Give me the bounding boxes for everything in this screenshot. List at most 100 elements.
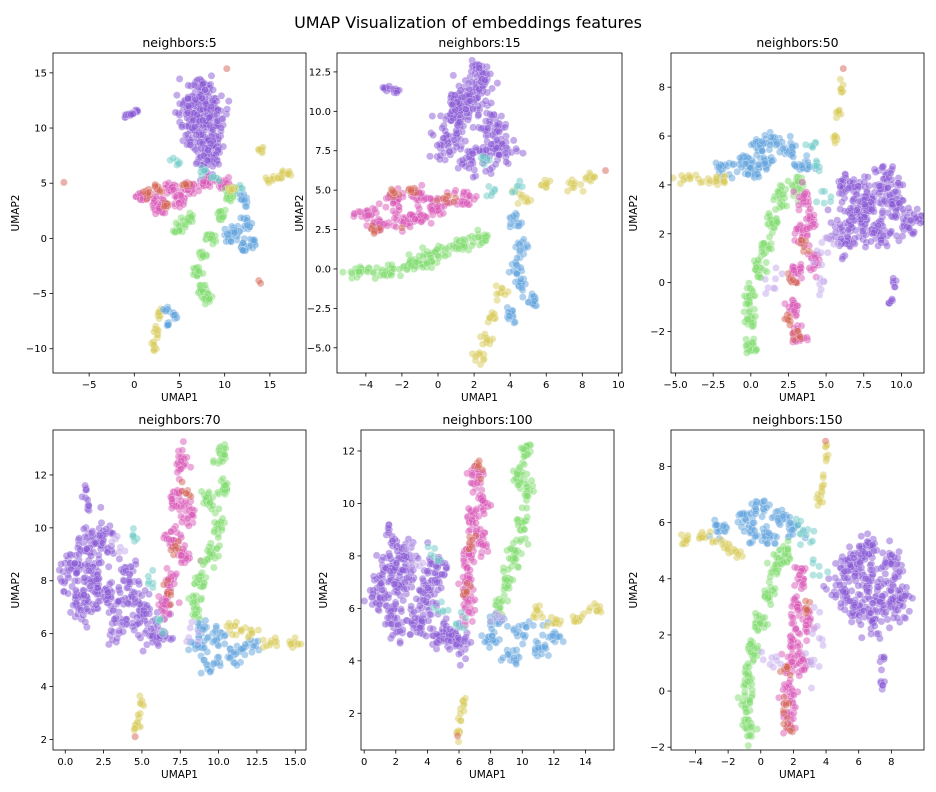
scatter-point [377, 579, 386, 588]
y-tick-label: 6 [659, 132, 665, 143]
scatter-point [83, 495, 92, 504]
scatter-point [97, 503, 105, 512]
scatter-point [798, 161, 806, 170]
scatter-point [577, 613, 586, 621]
panel-title: neighbors:5 [142, 35, 216, 50]
scatter-point [502, 158, 511, 166]
scatter-point [543, 622, 551, 630]
scatter-point [383, 614, 392, 622]
scatter-point [805, 223, 814, 232]
scatter-point [160, 202, 169, 210]
scatter-point [434, 252, 442, 260]
scatter-point [382, 203, 390, 211]
scatter-point [199, 582, 208, 590]
scatter-point [80, 591, 88, 599]
scatter-point [883, 615, 892, 624]
scatter-point [826, 197, 835, 206]
scatter-point [494, 611, 503, 619]
x-tick-label: 0.0 [743, 380, 759, 391]
scatter-point [752, 263, 761, 272]
scatter-point [736, 153, 744, 162]
scatter-point [473, 226, 482, 234]
scatter-point [879, 601, 888, 609]
scatter-point [212, 622, 221, 631]
scatter-point [817, 285, 825, 294]
scatter-point [590, 599, 599, 608]
panel-title: neighbors:70 [138, 412, 220, 427]
scatter-point [499, 654, 507, 662]
scatter-point [743, 349, 751, 357]
scatter-point [428, 112, 437, 120]
scatter-point [419, 559, 427, 567]
scatter-point [877, 238, 886, 247]
scatter-point [801, 237, 810, 245]
scatter-point [538, 631, 547, 639]
scatter-point [762, 289, 770, 298]
scatter-point [447, 100, 456, 109]
scatter-point [881, 570, 890, 578]
scatter-point [110, 615, 118, 624]
scatter-point [426, 624, 435, 633]
y-tick-label: 10 [342, 499, 355, 510]
scatter-point [518, 640, 527, 648]
scatter-point [894, 179, 903, 187]
scatter-point [468, 149, 477, 158]
scatter-point [206, 667, 215, 676]
scatter-point [379, 271, 388, 279]
scatter-point [92, 601, 100, 609]
panel-4: 0.0 2.5 5.0 7.5 10.0 12.5 15.024681012neighbor… [10, 412, 307, 781]
scatter-point [497, 112, 506, 120]
scatter-point [843, 232, 852, 241]
scatter-point [406, 630, 415, 639]
scatter-point [858, 633, 866, 642]
scatter-point [60, 178, 68, 187]
scatter-point [809, 258, 818, 267]
scatter-point [754, 256, 763, 264]
scatter-point [122, 619, 131, 628]
scatter-point [469, 488, 477, 497]
scatter-point [797, 267, 805, 276]
scatter-point [209, 126, 217, 134]
scatter-point [367, 593, 376, 602]
scatter-point [93, 584, 102, 592]
scatter-point [407, 261, 416, 270]
scatter-point [845, 597, 854, 605]
scatter-point [524, 298, 533, 307]
scatter-point [209, 501, 217, 510]
x-tick-label: 12 [548, 757, 561, 768]
scatter-point [199, 560, 208, 569]
scatter-point [491, 601, 500, 609]
scatter-point [519, 631, 527, 639]
scatter-point [460, 624, 468, 632]
scatter-point [434, 607, 443, 616]
scatter-point [534, 643, 543, 652]
scatter-point [888, 550, 896, 559]
x-tick-label: 5.0 [818, 380, 834, 391]
scatter-point [885, 537, 894, 545]
scatter-point [464, 79, 473, 87]
y-tick-label: 6 [41, 629, 47, 640]
scatter-point [66, 608, 75, 617]
scatter-point [457, 608, 466, 617]
scatter-point [388, 186, 397, 195]
scatter-point [837, 599, 845, 608]
scatter-point [177, 487, 186, 496]
scatter-point [128, 531, 137, 539]
scatter-point [793, 302, 801, 310]
scatter-point [454, 580, 463, 588]
x-tick-label: 2 [471, 380, 477, 391]
scatter-point [297, 640, 305, 648]
scatter-point [438, 570, 446, 579]
scatter-point [830, 240, 838, 248]
scatter-point [224, 97, 233, 105]
scatter-point [501, 290, 509, 299]
scatter-point [858, 227, 867, 235]
scatter-point [861, 574, 870, 583]
scatter-point [816, 274, 824, 283]
scatter-point [254, 626, 263, 634]
x-tick-label: −4 [358, 380, 373, 391]
scatter-point [87, 528, 96, 537]
scatter-point [172, 570, 181, 578]
scatter-point [817, 261, 826, 269]
scatter-point [222, 64, 231, 73]
